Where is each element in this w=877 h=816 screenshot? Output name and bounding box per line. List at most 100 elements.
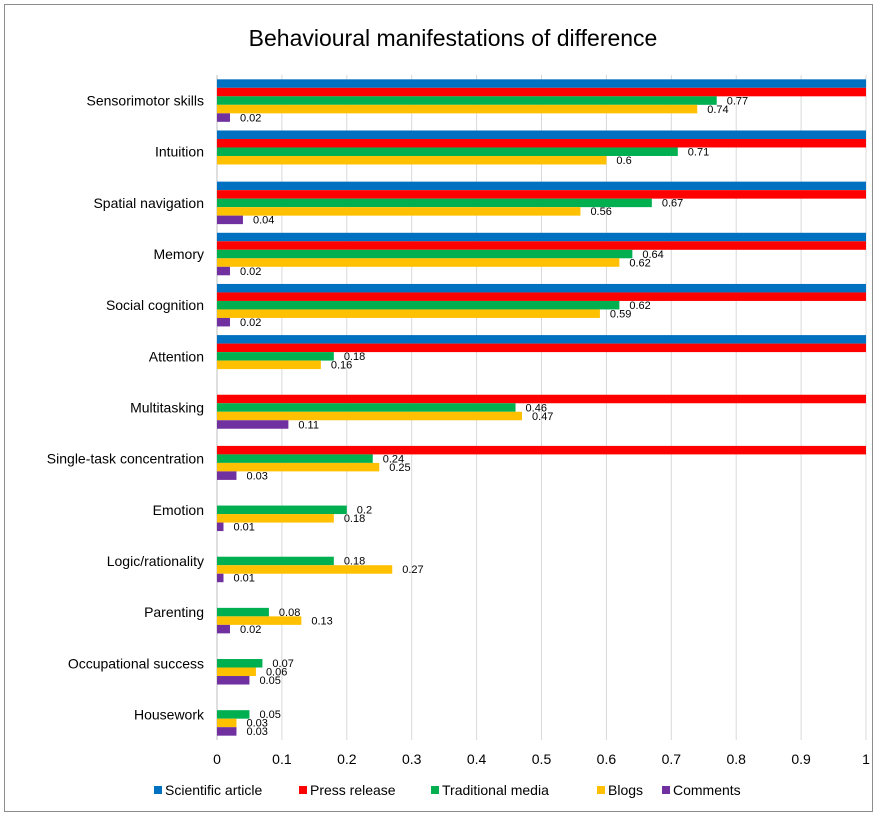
bar [217, 335, 866, 344]
bar [217, 624, 230, 634]
data-label: 0.24 [383, 453, 404, 465]
bar [217, 300, 620, 310]
bar [217, 198, 652, 208]
x-tick-label: 1 [862, 751, 870, 767]
data-labels: 0.770.740.020.710.60.670.560.040.640.620… [233, 95, 748, 738]
data-label: 0.07 [272, 658, 293, 670]
bar [217, 420, 289, 429]
data-label: 0.71 [688, 146, 709, 158]
category-label: Occupational success [68, 655, 204, 671]
data-label: 0.74 [707, 104, 728, 116]
bar [217, 181, 866, 191]
data-label: 0.2 [357, 505, 372, 517]
bar [217, 573, 224, 583]
bar [217, 249, 633, 259]
bar [217, 104, 698, 114]
x-tick-label: 0.9 [791, 751, 811, 767]
bar [217, 266, 230, 276]
data-label: 0.02 [240, 112, 261, 124]
data-label: 0.04 [253, 215, 274, 227]
data-label: 0.27 [402, 564, 423, 576]
data-label: 0.03 [246, 718, 267, 730]
bar [217, 360, 321, 370]
bar [217, 676, 250, 685]
category-label: Memory [153, 246, 204, 262]
legend-label: Scientific article [165, 782, 262, 798]
bar [217, 87, 866, 97]
bar [217, 565, 393, 574]
bar [217, 258, 620, 267]
bar [217, 462, 380, 472]
category-label: Intuition [155, 144, 204, 160]
data-label: 0.02 [240, 266, 261, 278]
category-label: Emotion [153, 502, 204, 518]
data-label: 0.6 [616, 155, 631, 167]
bar [217, 283, 866, 293]
category-label: Sensorimotor skills [87, 93, 204, 109]
bar [217, 403, 516, 412]
data-label: 0.01 [233, 522, 254, 534]
bar [217, 616, 302, 625]
legend-swatch [299, 786, 307, 794]
legend-swatch [154, 786, 162, 794]
legend-swatch [662, 786, 670, 794]
data-label: 0.02 [240, 624, 261, 636]
data-label: 0.11 [298, 419, 319, 431]
legend-swatch [431, 786, 439, 794]
data-label: 0.03 [246, 726, 267, 738]
category-label: Parenting [144, 604, 204, 620]
x-tick-label: 0.6 [597, 751, 617, 767]
bar [217, 343, 866, 353]
data-label: 0.13 [311, 615, 332, 627]
legend-label: Blogs [608, 782, 643, 798]
data-label: 0.08 [279, 607, 300, 619]
bar [217, 309, 600, 318]
bar [217, 505, 347, 515]
bar [217, 232, 866, 242]
data-label: 0.62 [629, 300, 650, 312]
data-label: 0.05 [259, 709, 280, 721]
data-label: 0.62 [629, 257, 650, 269]
bar [217, 96, 717, 105]
legend-label: Press release [310, 782, 396, 798]
x-tick-labels: 0 0.1 0.2 0.3 0.4 0.5 0.6 0.7 0.8 0.9 1 [213, 751, 870, 767]
data-label: 0.06 [266, 667, 287, 679]
data-label: 0.25 [389, 462, 410, 474]
bar [217, 190, 866, 199]
bar [217, 207, 581, 216]
category-label: Single-task concentration [47, 451, 204, 467]
data-label: 0.16 [331, 360, 352, 372]
x-tick-label: 0 [213, 751, 221, 767]
chart-title: Behavioural manifestations of difference [249, 25, 658, 51]
category-label: Logic/rationality [107, 553, 204, 569]
data-label: 0.67 [662, 198, 683, 210]
category-label: Housework [134, 706, 205, 722]
bar [217, 394, 866, 404]
legend-swatch [597, 786, 605, 794]
bar [217, 718, 237, 728]
data-label: 0.01 [233, 573, 254, 585]
category-label: Spatial navigation [93, 195, 204, 211]
x-tick-label: 0.7 [662, 751, 682, 767]
bar [217, 317, 230, 327]
data-label: 0.03 [246, 470, 267, 482]
data-label: 0.18 [344, 351, 365, 363]
bar [217, 113, 230, 122]
x-tick-label: 0.4 [467, 751, 487, 767]
bar [217, 710, 250, 719]
bar [217, 727, 237, 736]
bars [217, 79, 866, 736]
x-tick-label: 0.5 [532, 751, 552, 767]
data-label: 0.02 [240, 317, 261, 329]
data-label: 0.77 [727, 95, 748, 107]
category-labels: Sensorimotor skills Intuition Spatial navi… [47, 93, 205, 723]
bar [217, 79, 866, 88]
bar [217, 607, 269, 617]
legend-label: Comments [673, 782, 741, 798]
bar [217, 454, 373, 463]
bar [217, 445, 866, 455]
data-label: 0.59 [610, 308, 631, 320]
data-label: 0.18 [344, 513, 365, 525]
category-label: Multitasking [130, 400, 204, 416]
